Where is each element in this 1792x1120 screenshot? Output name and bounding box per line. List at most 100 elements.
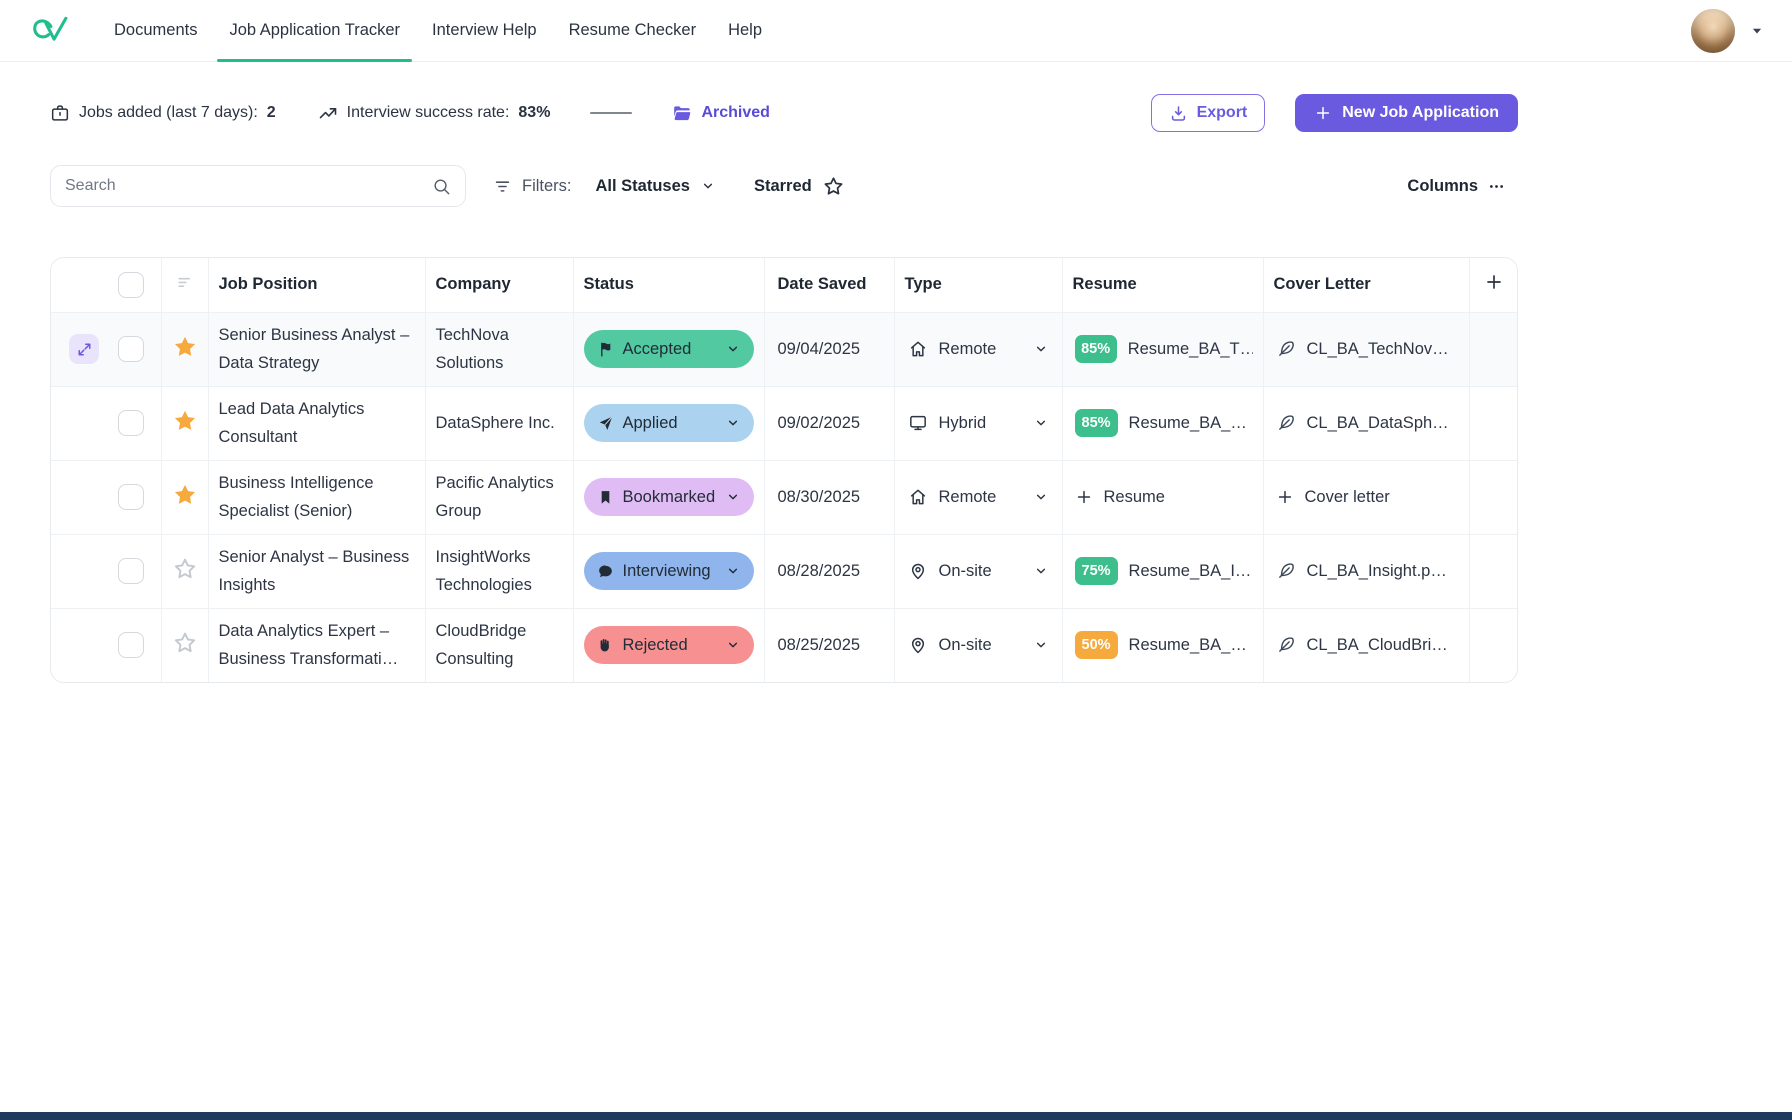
- job-position-cell[interactable]: Data Analytics Expert – Business Transfo…: [208, 608, 426, 682]
- stats-row: Jobs added (last 7 days): 2 Interview su…: [50, 94, 1518, 132]
- job-applications-table: Job Position Company Status Date Saved T…: [50, 257, 1518, 683]
- company-cell: DataSphere Inc.: [425, 386, 574, 461]
- add-cover-letter-button[interactable]: Cover letter: [1274, 488, 1390, 507]
- column-header-job-position: Job Position: [208, 258, 426, 313]
- filter-funnel-icon: [493, 177, 512, 196]
- paper-plane-icon: [597, 415, 614, 432]
- date-saved-cell: 09/04/2025: [764, 312, 895, 387]
- resume-file[interactable]: 75% Resume_BA_I…: [1073, 557, 1253, 585]
- status-filter-dropdown[interactable]: All Statuses: [596, 177, 716, 196]
- type-select[interactable]: Remote: [905, 339, 1052, 359]
- column-header-status: Status: [573, 258, 765, 313]
- feather-icon: [1276, 339, 1296, 359]
- select-all-checkbox[interactable]: [118, 271, 144, 298]
- row-checkbox[interactable]: [118, 558, 144, 584]
- column-header-date-saved: Date Saved: [764, 258, 895, 313]
- nav-right: [1691, 8, 1766, 53]
- avatar[interactable]: [1691, 8, 1735, 53]
- star-icon[interactable]: [172, 482, 198, 508]
- jobs-added-value: 2: [266, 104, 276, 121]
- table-header-row: Job Position Company Status Date Saved T…: [51, 258, 1517, 313]
- table-row: Senior Analyst – Business Insights Insig…: [51, 534, 1517, 609]
- star-icon[interactable]: [172, 556, 198, 582]
- chevron-down-icon: [1033, 415, 1049, 431]
- resume-file[interactable]: 50% Resume_BA_…: [1073, 631, 1253, 660]
- jobs-added-label: Jobs added (last 7 days):: [79, 104, 258, 121]
- resume-file[interactable]: 85% Resume_BA_…: [1073, 409, 1253, 437]
- table-row: Data Analytics Expert – Business Transfo…: [51, 608, 1517, 682]
- table-row: Lead Data Analytics Consultant DataSpher…: [51, 386, 1517, 461]
- job-position-cell[interactable]: Senior Business Analyst – Data Strategy: [208, 312, 426, 387]
- chevron-down-icon: [725, 415, 741, 431]
- date-saved-cell: 08/28/2025: [764, 534, 895, 609]
- success-rate-stat: Interview success rate: 83%: [318, 103, 550, 123]
- job-position-cell[interactable]: Senior Analyst – Business Insights: [208, 534, 426, 609]
- ellipsis-icon: [1487, 177, 1506, 196]
- plus-icon: [1314, 104, 1332, 122]
- nav-item-resume-checker[interactable]: Resume Checker: [568, 21, 697, 39]
- status-pill[interactable]: Accepted: [583, 330, 754, 368]
- type-select[interactable]: Remote: [905, 487, 1052, 507]
- chevron-down-icon: [725, 341, 741, 357]
- add-column-button[interactable]: [1484, 272, 1504, 292]
- status-pill[interactable]: Interviewing: [583, 552, 754, 590]
- type-select[interactable]: On-site: [905, 561, 1052, 581]
- export-button[interactable]: Export: [1150, 94, 1266, 132]
- sort-lines-icon[interactable]: [175, 272, 195, 292]
- star-icon[interactable]: [172, 408, 198, 434]
- cover-letter-file[interactable]: CL_BA_TechNov…: [1274, 339, 1459, 359]
- row-checkbox[interactable]: [118, 484, 144, 510]
- resume-file[interactable]: 85% Resume_BA_T…: [1073, 335, 1253, 363]
- chevron-down-icon: [1033, 341, 1049, 357]
- bottom-bar: [0, 1112, 1792, 1120]
- chat-bubble-icon: [597, 563, 614, 580]
- cover-letter-file[interactable]: CL_BA_CloudBri…: [1274, 635, 1459, 655]
- star-icon[interactable]: [172, 630, 198, 656]
- columns-button[interactable]: Columns: [1407, 177, 1506, 196]
- search-box: [50, 165, 466, 207]
- archived-link[interactable]: Archived: [672, 103, 770, 123]
- table-row: Business Intelligence Specialist (Senior…: [51, 460, 1517, 535]
- app-logo[interactable]: [28, 12, 72, 50]
- add-resume-button[interactable]: Resume: [1073, 488, 1165, 507]
- star-icon[interactable]: [172, 334, 198, 360]
- status-pill[interactable]: Rejected: [583, 626, 754, 665]
- new-job-application-button[interactable]: New Job Application: [1295, 94, 1518, 132]
- briefcase-icon: [50, 103, 70, 123]
- type-select[interactable]: Hybrid: [905, 413, 1052, 433]
- search-input[interactable]: [65, 177, 432, 195]
- monitor-icon: [908, 413, 928, 433]
- folder-icon: [672, 103, 692, 123]
- type-select[interactable]: On-site: [905, 635, 1052, 655]
- search-icon: [432, 177, 451, 196]
- nav-item-interview-help[interactable]: Interview Help: [432, 21, 537, 39]
- expand-row-button[interactable]: [69, 334, 99, 364]
- resume-score-badge: 75%: [1074, 557, 1118, 585]
- nav-item-job-application-tracker[interactable]: Job Application Tracker: [213, 0, 416, 62]
- column-header-cover-letter: Cover Letter: [1263, 258, 1470, 313]
- job-position-cell[interactable]: Business Intelligence Specialist (Senior…: [208, 460, 426, 535]
- resume-score-badge: 85%: [1074, 409, 1118, 437]
- cover-letter-file[interactable]: CL_BA_DataSph…: [1274, 413, 1459, 433]
- status-pill[interactable]: Applied: [583, 404, 754, 442]
- bookmark-icon: [597, 489, 614, 506]
- filter-row: Filters: All Statuses Starred Columns: [50, 165, 1518, 207]
- row-checkbox[interactable]: [118, 410, 144, 436]
- status-pill[interactable]: Bookmarked: [583, 478, 754, 516]
- row-checkbox[interactable]: [118, 336, 144, 362]
- map-pin-icon: [908, 635, 928, 655]
- date-saved-cell: 09/02/2025: [764, 386, 895, 461]
- column-header-type: Type: [894, 258, 1063, 313]
- company-cell: InsightWorks Technologies: [425, 534, 574, 609]
- raised-hand-icon: [597, 637, 614, 654]
- chevron-down-icon: [700, 178, 716, 194]
- cover-letter-file[interactable]: CL_BA_Insight.p…: [1274, 561, 1459, 581]
- row-checkbox[interactable]: [118, 632, 144, 659]
- nav-item-documents[interactable]: Documents: [114, 21, 198, 39]
- user-menu-caret-icon[interactable]: [1748, 22, 1766, 40]
- starred-filter-toggle[interactable]: Starred: [754, 175, 845, 198]
- nav-item-help[interactable]: Help: [728, 21, 762, 39]
- main-nav: Documents Job Application Tracker Interv…: [98, 0, 778, 62]
- trending-up-icon: [318, 103, 338, 123]
- job-position-cell[interactable]: Lead Data Analytics Consultant: [208, 386, 426, 461]
